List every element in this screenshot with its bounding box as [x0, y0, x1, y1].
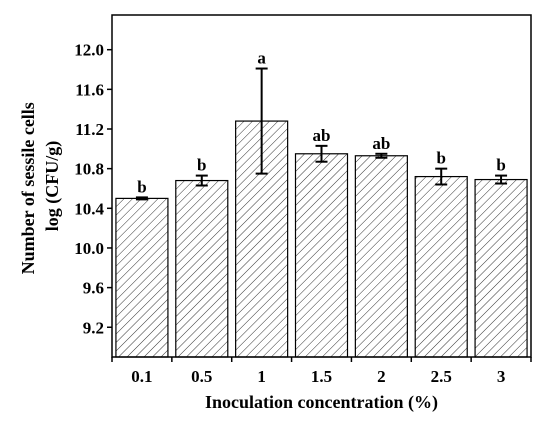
significance-label-2: ab — [372, 134, 390, 153]
y-tick-label: 9.2 — [83, 318, 104, 337]
y-tick-label: 9.6 — [83, 279, 104, 298]
bar-2.5 — [414, 175, 468, 358]
bar-1.5 — [294, 153, 349, 358]
axes-layer: 0.1 0.5 1 1.5 2 2.5 3 9.2 9.6 10.0 10.4 10.8 11.2 11.… — [74, 14, 532, 386]
significance-label-1: a — [257, 49, 266, 68]
significance-label-0.1: b — [137, 177, 146, 196]
x-tick-label-2.5: 2.5 — [431, 367, 452, 386]
y-axis-title-line-1: Number of sessile cells — [18, 102, 38, 274]
y-tick-label: 11.2 — [75, 120, 104, 139]
error-bar-3 — [495, 174, 508, 185]
error-bar-1 — [255, 67, 268, 175]
error-bar-0.1 — [135, 196, 148, 201]
x-axis-title: Inoculation concentration (%) — [205, 392, 438, 413]
error-bar-0.5 — [195, 174, 208, 187]
error-bar-2.5 — [435, 167, 448, 186]
bar-3 — [474, 178, 528, 358]
x-tick-label-0.1: 0.1 — [131, 367, 152, 386]
y-axis-title: Number of sessile cells log (CFU/g) — [18, 98, 63, 275]
bars-layer — [115, 120, 528, 358]
y-tick-label: 10.0 — [74, 239, 104, 258]
bar-0.5 — [175, 179, 229, 358]
significance-label-1.5: ab — [313, 126, 331, 145]
significance-labels-layer: b b a ab ab b b — [137, 49, 506, 197]
y-tick-label: 10.8 — [74, 160, 104, 179]
y-tick-label: 10.4 — [74, 199, 104, 218]
bar-0.1 — [115, 197, 169, 358]
significance-label-3: b — [496, 156, 505, 175]
x-tick-label-3: 3 — [497, 367, 506, 386]
error-bar-2 — [375, 152, 388, 159]
significance-label-0.5: b — [197, 156, 206, 175]
y-axis-title-line-2: log (CFU/g) — [42, 141, 63, 231]
bar-2 — [354, 155, 408, 358]
x-tick-label-1.5: 1.5 — [311, 367, 332, 386]
x-tick-label-0.5: 0.5 — [191, 367, 212, 386]
y-tick-label: 12.0 — [74, 41, 104, 60]
error-bars-layer — [135, 67, 508, 201]
significance-label-2.5: b — [436, 149, 445, 168]
y-tick-label: 11.6 — [75, 80, 104, 99]
x-tick-label-2: 2 — [377, 367, 386, 386]
plot-frame — [111, 14, 532, 358]
error-bar-1.5 — [315, 144, 328, 163]
x-tick-label-1: 1 — [257, 367, 266, 386]
